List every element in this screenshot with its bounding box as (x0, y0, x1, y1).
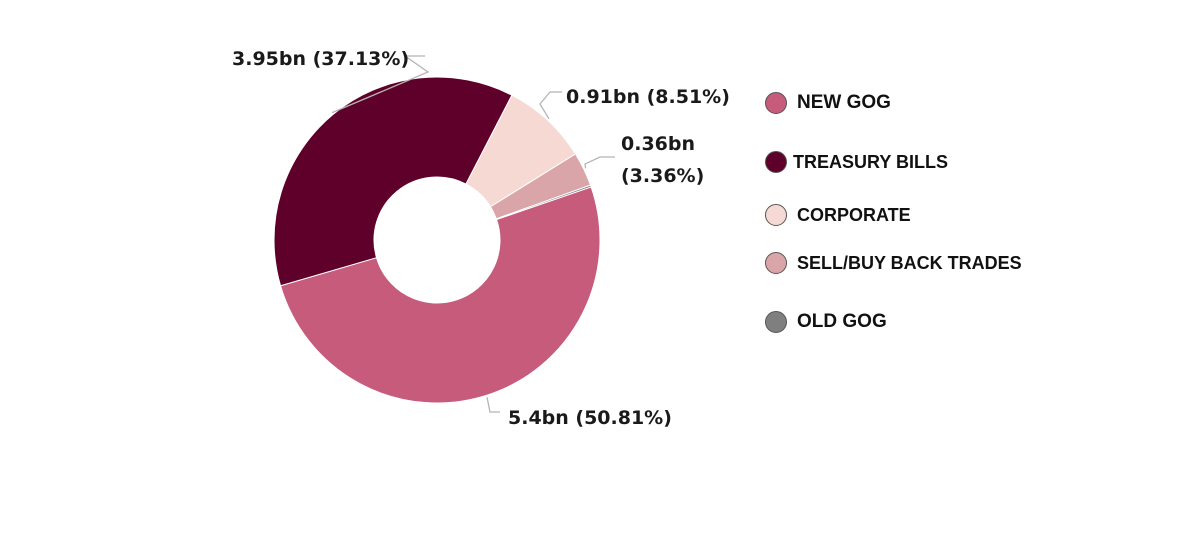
leader-line-corporate (539, 91, 562, 120)
data-label-sell-buy-back-line2: (3.36%) (621, 165, 704, 187)
legend-item-old-gog[interactable]: OLD GOG (765, 307, 887, 337)
legend-item-new-gog[interactable]: NEW GOG (765, 88, 891, 118)
data-label-sell-buy-back-line1: 0.36bn (621, 133, 695, 155)
legend-label-sell-buy-back-trades: SELL/BUY BACK TRADES (797, 252, 1022, 273)
legend-item-sell-buy-back-trades[interactable]: SELL/BUY BACK TRADES (765, 248, 1022, 278)
legend-item-corporate[interactable]: CORPORATE (765, 200, 911, 230)
legend-item-treasury-bills[interactable]: TREASURY BILLS (765, 147, 948, 177)
legend-label-old-gog: OLD GOG (797, 311, 887, 332)
leader-lines (331, 55, 615, 413)
leader-line-treasury-bills (331, 55, 430, 114)
legend-swatch-corporate (765, 204, 787, 226)
slice-treasury-bills[interactable] (273, 76, 513, 287)
leader-line-sell-buy-back-trades (584, 156, 615, 169)
legend-swatch-sell-buy-back-trades (765, 252, 787, 274)
legend-swatch-new-gog (765, 92, 787, 114)
data-labels: 5.4bn (50.81%) 3.95bn (37.13%) 0.91bn (8… (232, 48, 730, 429)
legend-label-corporate: CORPORATE (797, 204, 911, 225)
data-label-corporate: 0.91bn (8.51%) (566, 86, 730, 108)
legend-label-new-gog: NEW GOG (797, 92, 891, 113)
slice-old-gog[interactable] (495, 184, 592, 221)
slice-new-gog[interactable] (279, 186, 601, 404)
legend-swatch-treasury-bills (765, 151, 787, 173)
legend-label-treasury-bills: TREASURY BILLS (793, 151, 949, 172)
leader-line-new-gog (486, 397, 500, 413)
slices-layer (273, 76, 601, 404)
legend-swatch-old-gog (765, 311, 787, 333)
data-label-new-gog: 5.4bn (50.81%) (508, 407, 672, 429)
data-label-treasury-bills: 3.95bn (37.13%) (232, 48, 409, 70)
chart-legend: NEW GOG TREASURY BILLS CORPORATE SELL/BU… (765, 80, 1185, 360)
